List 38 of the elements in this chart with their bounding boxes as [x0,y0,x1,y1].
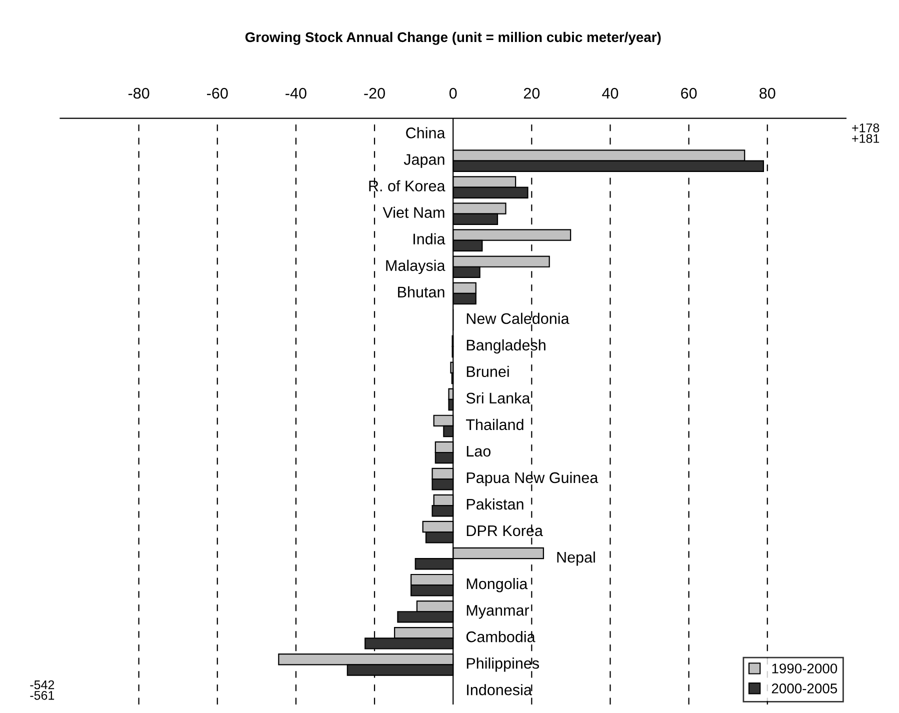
y-tick-label: DPR Korea [466,526,543,536]
x-tick-label: -60 [207,88,228,99]
x-tick-label: 80 [760,88,776,99]
y-tick-label: Bangladesh [466,339,546,354]
text: +181 [852,134,880,143]
y-tick-label: Mongolia [466,578,528,592]
y-tick-label: Indonesia [467,684,532,696]
y-tick-label: Nepal [557,551,595,566]
x-tick-label: 40 [602,88,618,99]
legend-label: 1990-2000 [772,664,838,674]
y-tick-label: Malaysia [386,260,446,274]
y-tick-label: Brunei [466,366,509,378]
text: +178 [852,123,880,132]
text: -561 [30,690,54,700]
y-tick-label: Myanmar [466,605,530,619]
y-tick-label: R. of Korea [369,180,446,192]
y-tick-label: Pakistan [466,498,524,510]
text: -542 [30,680,54,690]
y-tick-label: China [406,127,446,138]
y-tick-label: Bhutan [398,286,444,298]
y-tick-label: Cambodia [466,631,536,642]
y-tick-label: India [414,233,446,244]
y-tick-label: Sri Lanka [466,392,530,404]
chart-title: Growing Stock Annual Change (unit = million cubic meter/year) [245,32,661,45]
y-tick-label: Japan [404,154,444,168]
x-tick-label: -80 [128,88,150,99]
x-tick-label: -20 [364,88,385,99]
x-tick-label: 20 [524,88,540,99]
y-tick-label: Papua New Guinea [466,472,598,486]
y-tick-label: New Caledonia [466,312,570,324]
y-tick-label: Thailand [466,418,524,430]
x-tick-label: 0 [449,88,457,99]
y-tick-label: Viet Nam [382,206,444,218]
x-tick-label: -40 [286,88,306,99]
x-tick-label: 60 [681,88,697,99]
y-tick-label: Philippines [466,658,540,672]
y-tick-label: Lao [466,446,491,457]
legend-label: 2000-2005 [772,684,838,694]
